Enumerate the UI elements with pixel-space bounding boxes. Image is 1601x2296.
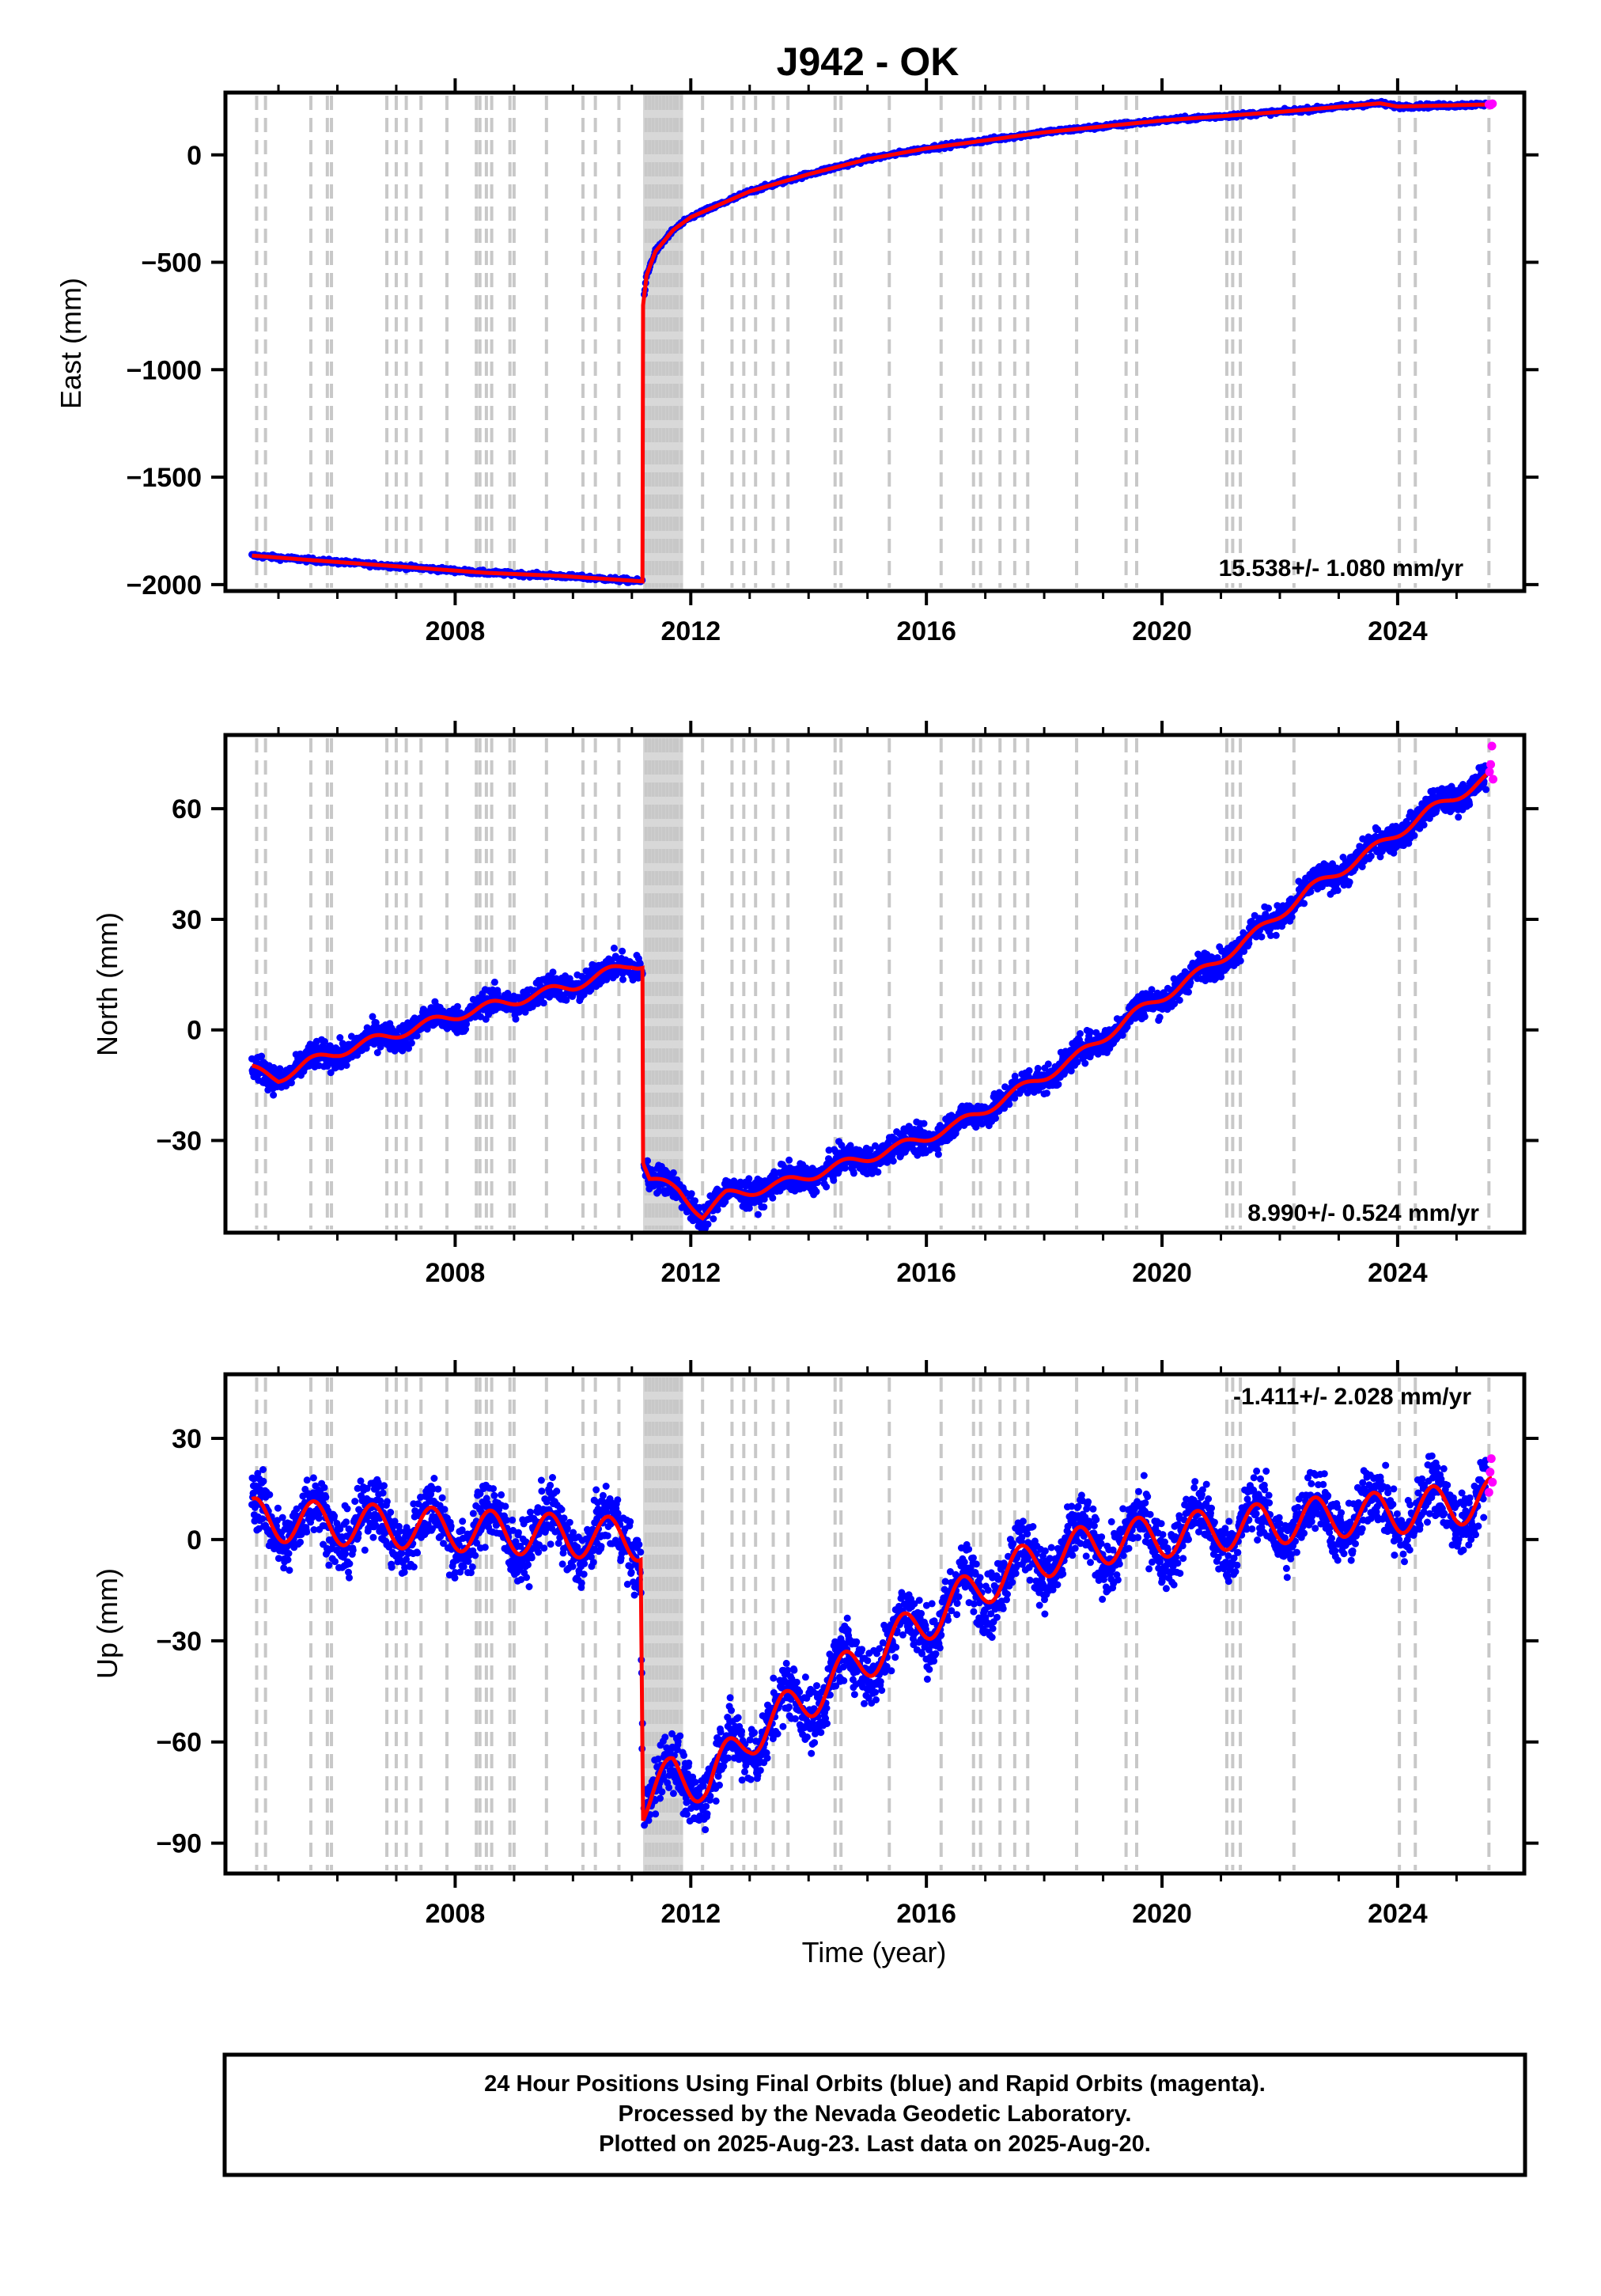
footer-box: 24 Hour Positions Using Final Orbits (bl… — [222, 2052, 1527, 2177]
footer-line-3: Plotted on 2025-Aug-23. Last data on 202… — [599, 2131, 1151, 2157]
y-tick-label: −90 — [156, 1829, 202, 1859]
x-tick-label: 2008 — [426, 1899, 486, 1929]
x-tick-label: 2024 — [1368, 616, 1428, 646]
x-tick-label: 2008 — [426, 616, 486, 646]
east-axis-label: East (mm) — [55, 278, 87, 409]
up-panel: 2008 2012 2016 2020 2024 −90 −60 −30 0 30 Up (mm)… — [91, 1360, 1539, 1929]
up-axis-label: Up (mm) — [91, 1568, 123, 1679]
y-tick-label: −30 — [156, 1127, 202, 1157]
x-tick-label: 2016 — [896, 1899, 956, 1929]
x-axis-label: Time (year) — [802, 1936, 947, 1968]
x-tick-label: 2016 — [896, 616, 956, 646]
y-tick-label: −1500 — [127, 463, 202, 493]
east-panel: 2008 2012 2016 2020 2024 −2000 −1500 −1000 −500 0… — [55, 78, 1539, 646]
up-trend-line — [251, 1476, 1493, 1822]
north-rapid-orbit-point — [1485, 767, 1494, 777]
chart-title: J942 - OK — [777, 40, 959, 84]
y-tick-label: −60 — [156, 1728, 202, 1758]
north-axis-label: North (mm) — [91, 912, 123, 1056]
y-tick-label: 0 — [187, 1525, 202, 1555]
x-tick-label: 2012 — [660, 616, 721, 646]
y-tick-label: −30 — [156, 1627, 202, 1657]
y-tick-label: −1000 — [127, 355, 202, 385]
x-tick-label: 2012 — [660, 1899, 721, 1929]
north-plot-frame — [223, 733, 1527, 1235]
x-tick-label: 2020 — [1132, 1258, 1192, 1288]
north-rapid-orbit-point — [1487, 741, 1497, 751]
east-rapid-orbit-point — [1488, 99, 1497, 108]
up-rapid-orbit-point — [1484, 1487, 1493, 1497]
up-plot-frame — [223, 1372, 1527, 1876]
y-tick-label: 0 — [187, 1016, 202, 1046]
north-trend-line — [252, 768, 1493, 1222]
y-tick-label: 30 — [172, 1424, 202, 1454]
x-tick-label: 2016 — [896, 1258, 956, 1288]
footer-line-1: 24 Hour Positions Using Final Orbits (bl… — [484, 2071, 1266, 2097]
up-rapid-orbit-point — [1486, 1454, 1496, 1464]
up-rate-label: -1.411+/- 2.028 mm/yr — [1233, 1384, 1471, 1410]
y-tick-label: 60 — [172, 794, 202, 824]
north-rapid-orbit-point — [1486, 760, 1496, 769]
x-tick-label: 2024 — [1368, 1258, 1428, 1288]
footer-line-2: Processed by the Nevada Geodetic Laborat… — [619, 2101, 1132, 2127]
x-tick-label: 2008 — [426, 1258, 486, 1288]
up-rapid-orbit-point — [1486, 1468, 1495, 1477]
x-tick-label: 2020 — [1132, 1899, 1192, 1929]
east-rate-label: 15.538+/- 1.080 mm/yr — [1219, 555, 1464, 582]
east-trend-line — [252, 101, 1493, 584]
up-rapid-orbit-point — [1488, 1477, 1497, 1487]
x-tick-label: 2020 — [1132, 616, 1192, 646]
north-rate-label: 8.990+/- 0.524 mm/yr — [1247, 1200, 1479, 1226]
y-tick-label: −500 — [141, 248, 202, 278]
y-tick-label: 30 — [172, 905, 202, 935]
y-tick-label: 0 — [187, 141, 202, 171]
east-plot-frame — [223, 90, 1527, 593]
x-tick-label: 2012 — [660, 1258, 721, 1288]
x-tick-label: 2024 — [1368, 1899, 1428, 1929]
north-rapid-orbit-point — [1489, 775, 1498, 784]
y-tick-label: −2000 — [127, 570, 202, 601]
